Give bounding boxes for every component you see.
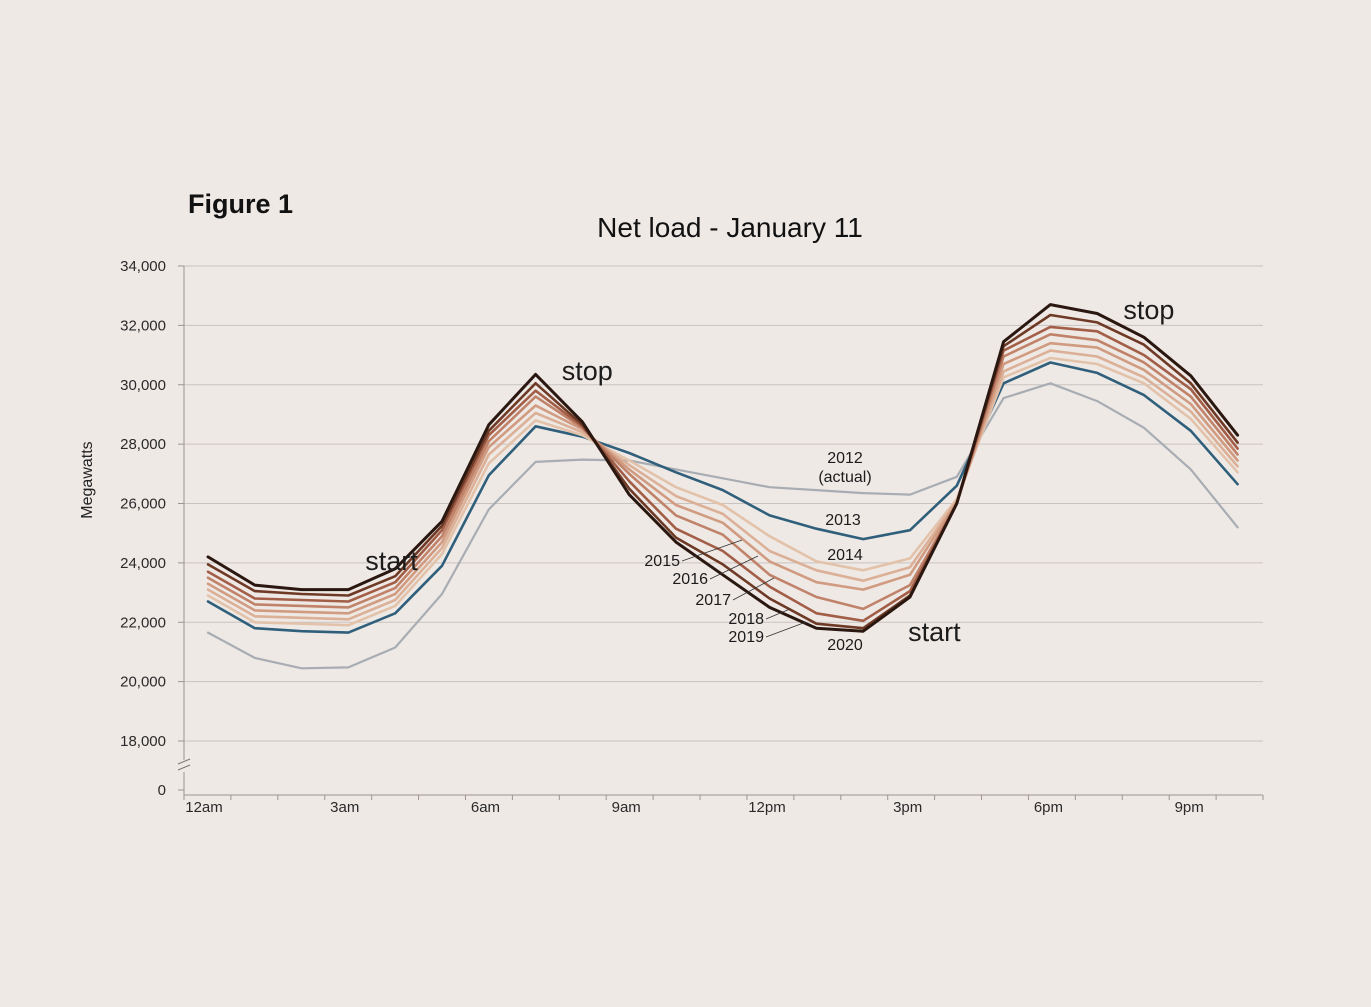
- series-label-2016: 2016: [672, 571, 708, 588]
- annotation-stop: stop: [1123, 295, 1174, 325]
- axis-break-mark: [177, 758, 191, 765]
- series-line-2015: [206, 349, 1239, 621]
- leader-line-2017: [732, 577, 775, 601]
- leader-line-2019: [765, 621, 807, 638]
- axes: [177, 265, 1264, 800]
- label-leader-lines: [681, 539, 807, 638]
- x-tick-label: 3pm: [893, 799, 922, 816]
- chart-title: Net load - January 11: [597, 212, 863, 243]
- x-tick-label: 6pm: [1034, 799, 1063, 816]
- leader-line-2016: [709, 555, 759, 580]
- y-tick-label: 26,000: [120, 496, 166, 513]
- annotation-start: start: [365, 546, 418, 576]
- y-tick-label: 22,000: [120, 614, 166, 631]
- series-line-2013: [206, 361, 1239, 634]
- y-tick-label: 32,000: [120, 317, 166, 334]
- figure-label: Figure 1: [188, 189, 293, 219]
- series-line-2016: [206, 341, 1239, 615]
- x-tick-label: 3am: [330, 799, 359, 816]
- y-tick-label: 30,000: [120, 377, 166, 394]
- series-line-2018: [206, 325, 1239, 623]
- y-tick-labels: 34,000 32,000 30,000 28,000 26,000 24,000 22,0…: [120, 258, 166, 799]
- series-line-2019: [206, 313, 1239, 630]
- annotation-start: start: [908, 617, 961, 647]
- series-line-2020: [206, 303, 1240, 633]
- gridlines: [184, 265, 1263, 742]
- x-tick-label: 12pm: [748, 799, 786, 816]
- series-label-2019: 2019: [728, 629, 764, 646]
- series-label-2012: 2012: [827, 450, 863, 467]
- series-label-2020: 2020: [827, 637, 863, 654]
- y-tick-label: 34,000: [120, 258, 166, 275]
- series-label-2013: 2013: [825, 512, 861, 529]
- x-tick-labels: 12am 3am 6am 9am 12pm 3pm 6pm 9pm: [185, 799, 1204, 816]
- annotations: start stop start stop: [365, 295, 1174, 647]
- series-line-2017: [206, 332, 1239, 611]
- y-tick-label: 24,000: [120, 555, 166, 572]
- annotation-stop: stop: [562, 356, 613, 386]
- leader-line-2015: [681, 539, 743, 562]
- x-tick-label: 9pm: [1175, 799, 1204, 816]
- series-label-2015: 2015: [644, 553, 680, 570]
- x-tick-label: 9am: [612, 799, 641, 816]
- y-tick-label: 20,000: [120, 674, 166, 691]
- y-tick-label: 28,000: [120, 436, 166, 453]
- leader-line-2018: [765, 608, 791, 620]
- y-tick-label: 18,000: [120, 733, 166, 750]
- x-tick-label: 6am: [471, 799, 500, 816]
- x-tick-label: 12am: [185, 799, 223, 816]
- y-axis-title: Megawatts: [79, 441, 96, 518]
- series-sublabel-2012: (actual): [818, 469, 871, 486]
- series-label-2018: 2018: [728, 611, 764, 628]
- series-line-2012: [206, 382, 1239, 670]
- axis-break-mark: [177, 764, 191, 771]
- y-tick-label: 0: [158, 782, 166, 799]
- series-label-2014: 2014: [827, 547, 863, 564]
- series-lines: [206, 303, 1240, 670]
- series-label-2017: 2017: [695, 592, 731, 609]
- series-line-2014: [206, 356, 1239, 627]
